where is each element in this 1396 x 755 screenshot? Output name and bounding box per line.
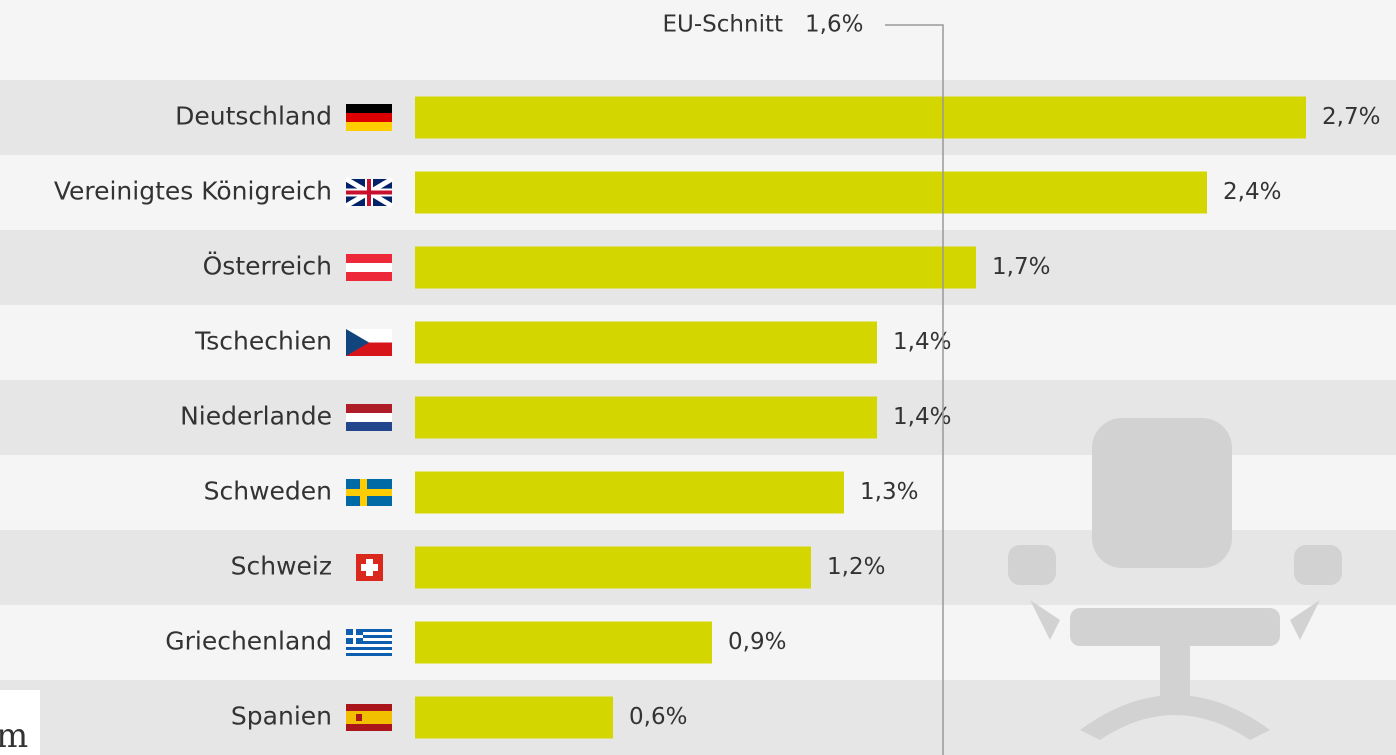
flag-stripe: [346, 632, 392, 635]
bar: [415, 171, 1207, 214]
flag-emblem: [356, 714, 362, 721]
bar: [415, 396, 877, 439]
flag-stripe: [346, 650, 392, 653]
flag-stripe: [346, 638, 392, 641]
flag-stripe: [346, 629, 392, 632]
value-label: 1,2%: [827, 554, 885, 580]
value-label: 1,4%: [893, 329, 951, 355]
logo-box: [0, 690, 40, 755]
bar: [415, 546, 811, 589]
value-label: 2,4%: [1223, 179, 1281, 205]
flag-cross: [346, 635, 363, 638]
bar: [415, 696, 613, 739]
flag-stripe: [346, 263, 392, 272]
bar: [415, 96, 1306, 139]
value-label: 1,7%: [992, 254, 1050, 280]
flag-stripe: [346, 113, 392, 122]
reference-line: [885, 24, 944, 755]
category-label: Österreich: [203, 252, 332, 281]
category-label: Tschechien: [194, 327, 332, 356]
flag-stripe: [346, 104, 392, 113]
category-label: Griechenland: [165, 627, 332, 656]
flag-stripe: [346, 272, 392, 281]
flag-stripe: [346, 641, 392, 644]
flag-triangle: [346, 329, 369, 356]
category-label: Schweden: [204, 477, 332, 506]
category-label: Niederlande: [180, 402, 332, 431]
flag-cross: [346, 179, 392, 206]
category-label: Schweiz: [231, 552, 332, 581]
flag-stripe: [346, 254, 392, 263]
reference-label: EU-Schnitt: [663, 12, 784, 38]
value-label: 2,7%: [1322, 104, 1380, 130]
flag-stripe: [346, 647, 392, 650]
value-label: 1,3%: [860, 479, 918, 505]
category-label: Spanien: [231, 702, 332, 731]
value-label: 1,4%: [893, 404, 951, 430]
flag-stripe: [346, 122, 392, 131]
reference-value-label: 1,6%: [805, 12, 863, 38]
value-label: 0,9%: [728, 629, 786, 655]
chair-icon: [1008, 418, 1342, 740]
logo: m: [0, 716, 28, 755]
bar: [415, 321, 877, 364]
value-label: 0,6%: [629, 704, 687, 730]
flag-stripe: [346, 422, 392, 431]
bar: [415, 621, 712, 664]
flag-stripe: [346, 644, 392, 647]
category-label: Vereinigtes Königreich: [54, 177, 332, 206]
flag-stripe: [346, 635, 392, 638]
bar: [415, 246, 976, 289]
flag-stripe: [346, 653, 392, 656]
category-label: Deutschland: [175, 102, 332, 131]
flag-stripe: [346, 711, 392, 724]
bar: [415, 471, 844, 514]
flag-stripe: [346, 413, 392, 422]
flag-cross: [346, 489, 392, 496]
flag-cross: [361, 564, 378, 571]
flag-stripe: [346, 404, 392, 413]
